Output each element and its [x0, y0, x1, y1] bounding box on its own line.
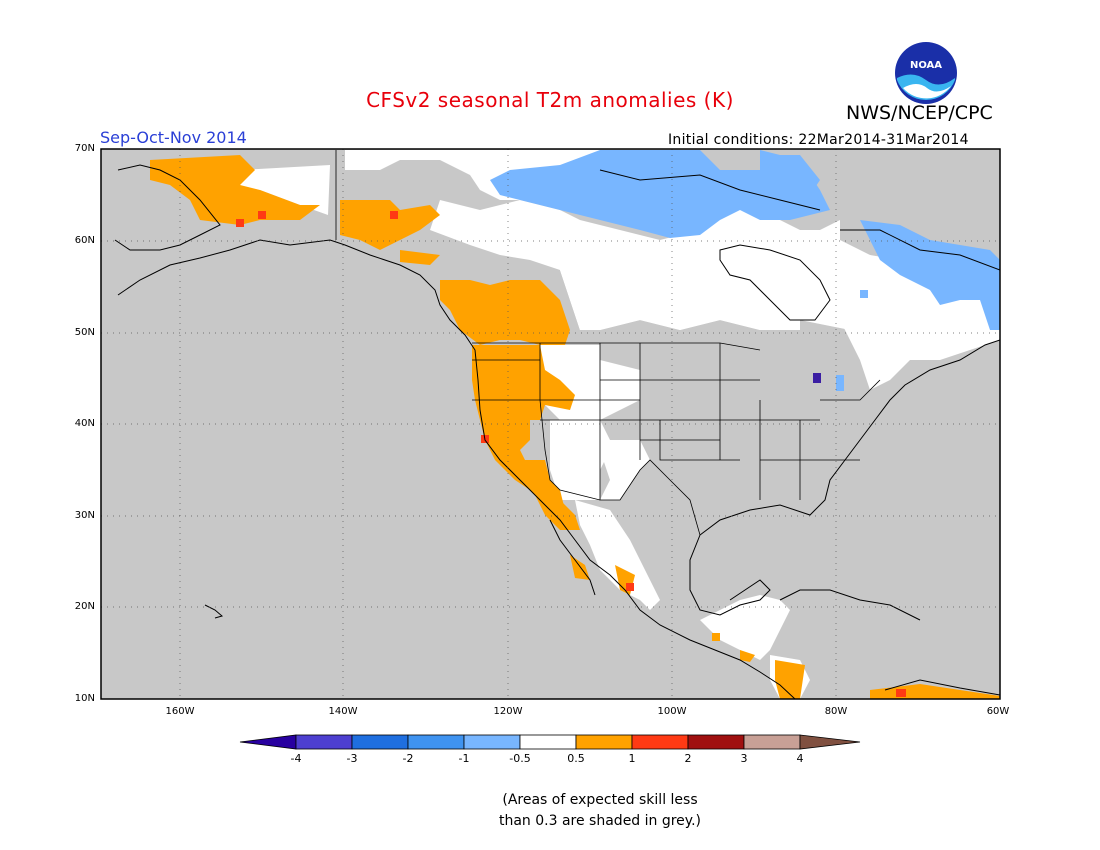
colorbar-label: -1 — [458, 752, 470, 765]
lat-label: 40N — [74, 418, 95, 429]
colorbar-label: 2 — [684, 752, 692, 765]
lat-label: 10N — [74, 693, 95, 704]
chart-title: CFSv2 seasonal T2m anomalies (K) — [366, 88, 734, 112]
colorbar-label: -4 — [290, 752, 302, 765]
colorbar-label: 0.5 — [567, 752, 585, 765]
lon-label: 140W — [328, 706, 358, 717]
skill-note: (Areas of expected skill less than 0.3 a… — [470, 790, 730, 832]
lon-label: 80W — [824, 706, 848, 717]
lat-label: 70N — [74, 143, 95, 154]
season-label: Sep-Oct-Nov 2014 — [100, 128, 247, 147]
logo-text: NOAA — [910, 60, 942, 71]
colorbar-label: -0.5 — [509, 752, 531, 765]
lat-label: 50N — [74, 327, 95, 338]
skill-note-line: (Areas of expected skill less — [502, 792, 698, 808]
initial-conditions-label: Initial conditions: 22Mar2014-31Mar2014 — [668, 132, 969, 148]
lon-label: 160W — [165, 706, 195, 717]
cold-anomaly-regions — [490, 150, 1000, 391]
colorbar — [239, 734, 861, 750]
lon-label: 100W — [657, 706, 687, 717]
colorbar-right-arrow — [799, 734, 861, 750]
colorbar-label: 3 — [740, 752, 748, 765]
map-frame — [100, 148, 1001, 700]
colorbar-label: -3 — [346, 752, 358, 765]
borders — [335, 150, 881, 536]
colorbar-left-arrow — [239, 734, 297, 750]
lat-label: 30N — [74, 510, 95, 521]
colorbar-label: -2 — [402, 752, 414, 765]
agency-label: NWS/NCEP/CPC — [846, 102, 993, 124]
lon-label: 60W — [986, 706, 1010, 717]
strong-cold-cell — [813, 373, 821, 383]
lat-label: 60N — [74, 235, 95, 246]
colorbar-label: 1 — [628, 752, 636, 765]
colorbar-label: 4 — [796, 752, 804, 765]
lon-label: 120W — [493, 706, 523, 717]
coastlines — [114, 164, 1000, 699]
warm-anomaly-regions — [150, 155, 1000, 699]
skill-note-line: than 0.3 are shaded in grey.) — [498, 813, 701, 829]
noaa-logo: NOAA — [893, 40, 959, 110]
lat-label: 20N — [74, 601, 95, 612]
